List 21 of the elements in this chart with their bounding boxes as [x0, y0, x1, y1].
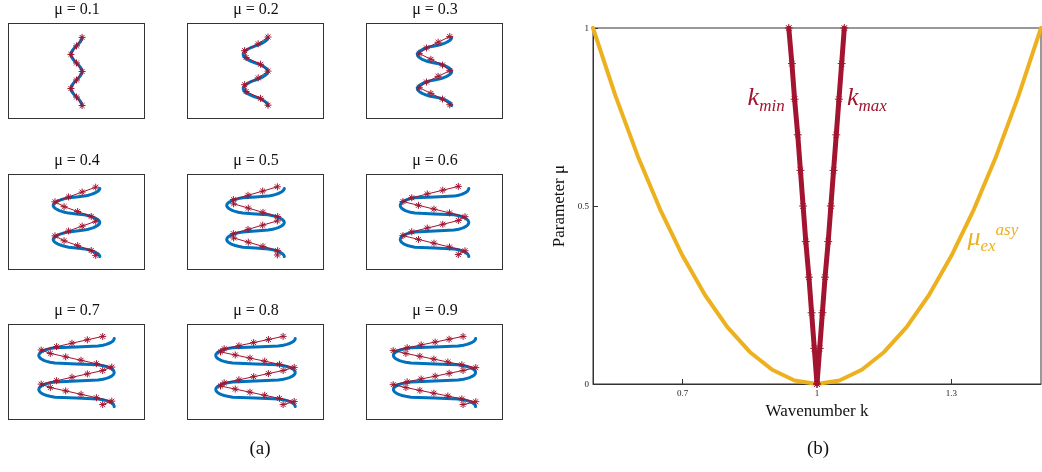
text: μ = 0.4: [53, 151, 101, 169]
x-tick-label: 1: [814, 387, 820, 398]
y-axis-title: Parameter μ: [548, 164, 568, 248]
text: μ = 0.1: [53, 0, 101, 18]
x-axis-title: Wavenumber k: [765, 400, 869, 420]
text: (b): [805, 437, 831, 459]
x-tick-label: 1.3: [945, 387, 958, 398]
text: (a): [248, 437, 272, 459]
series-label: k$_{min}$: [747, 82, 785, 116]
text: μ = 0.9: [411, 301, 459, 319]
x-tick-label: 0.7: [676, 387, 689, 398]
y-tick-label: 1: [584, 23, 589, 33]
text: μ = 0.6: [411, 151, 459, 169]
text: μ = 0.5: [232, 151, 280, 169]
series-label: k$_{max}$: [846, 82, 887, 116]
text: μ = 0.2: [232, 0, 280, 18]
text: μ = 0.3: [411, 0, 459, 18]
y-tick-label: 0.5: [577, 201, 590, 211]
text: μ = 0.8: [232, 301, 280, 319]
y-tick-label: 0: [584, 379, 590, 389]
text: μ = 0.7: [53, 301, 101, 319]
